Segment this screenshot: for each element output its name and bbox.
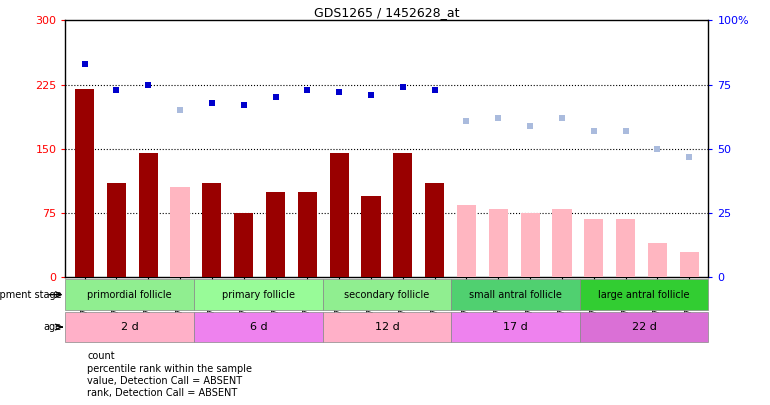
Text: count: count	[87, 352, 115, 361]
Text: secondary follicle: secondary follicle	[344, 290, 430, 300]
Bar	[323, 279, 451, 310]
Text: percentile rank within the sample: percentile rank within the sample	[87, 364, 252, 373]
Bar	[65, 279, 194, 310]
Bar	[107, 183, 126, 277]
Bar	[170, 188, 189, 277]
Bar	[489, 209, 508, 277]
Bar	[680, 252, 699, 277]
Bar	[393, 153, 413, 277]
Bar	[298, 192, 317, 277]
Bar	[361, 196, 380, 277]
Bar	[552, 209, 571, 277]
Text: 12 d: 12 d	[374, 322, 400, 332]
Bar	[584, 219, 604, 277]
Bar	[203, 183, 222, 277]
Bar	[451, 312, 580, 342]
Text: development stage: development stage	[0, 290, 62, 300]
Bar	[75, 89, 94, 277]
Text: 2 d: 2 d	[121, 322, 139, 332]
Text: large antral follicle: large antral follicle	[598, 290, 690, 300]
Bar	[139, 153, 158, 277]
Bar	[234, 213, 253, 277]
Text: 17 d: 17 d	[503, 322, 528, 332]
Bar	[580, 279, 708, 310]
Bar	[521, 213, 540, 277]
Text: 6 d: 6 d	[249, 322, 267, 332]
Title: GDS1265 / 1452628_at: GDS1265 / 1452628_at	[314, 6, 460, 19]
Text: primordial follicle: primordial follicle	[88, 290, 172, 300]
Bar	[194, 312, 323, 342]
Text: primary follicle: primary follicle	[222, 290, 295, 300]
Text: small antral follicle: small antral follicle	[469, 290, 562, 300]
Text: age: age	[43, 322, 62, 332]
Bar	[266, 192, 285, 277]
Bar	[194, 279, 323, 310]
Bar	[451, 279, 580, 310]
Text: value, Detection Call = ABSENT: value, Detection Call = ABSENT	[87, 376, 242, 386]
Bar	[425, 183, 444, 277]
Bar	[648, 243, 667, 277]
Bar	[616, 219, 635, 277]
Bar	[323, 312, 451, 342]
Bar	[580, 312, 708, 342]
Bar	[65, 312, 194, 342]
Bar	[330, 153, 349, 277]
Bar	[457, 205, 476, 277]
Text: rank, Detection Call = ABSENT: rank, Detection Call = ABSENT	[87, 388, 237, 398]
Text: 22 d: 22 d	[631, 322, 657, 332]
